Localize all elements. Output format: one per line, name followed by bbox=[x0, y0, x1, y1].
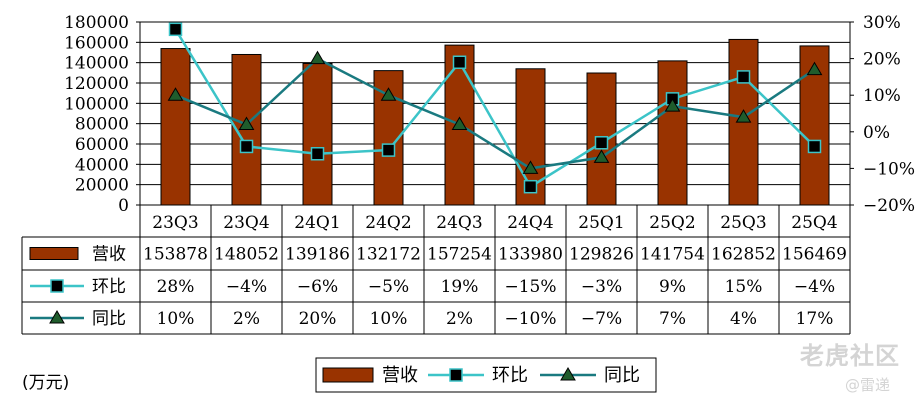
y-left-tick-label: 60000 bbox=[75, 135, 129, 155]
y-left-tick-label: 120000 bbox=[64, 74, 129, 94]
yoy-series-line bbox=[175, 57, 816, 170]
y-left-tick-label: 100000 bbox=[64, 94, 129, 114]
yoy-point-25Q4 bbox=[806, 61, 823, 76]
y-left-tick-label: 140000 bbox=[64, 54, 129, 74]
bar-revenue-23Q3 bbox=[160, 48, 191, 206]
yoy-point-25Q1 bbox=[593, 149, 610, 163]
table-cell: 10% bbox=[157, 309, 195, 329]
x-tick-label: 24Q3 bbox=[436, 213, 482, 233]
y-left-tick-label: 40000 bbox=[75, 155, 129, 175]
bar-revenue-25Q2 bbox=[657, 60, 688, 206]
table-cell: −7% bbox=[581, 309, 622, 329]
x-tick-label: 25Q2 bbox=[649, 213, 695, 233]
table-cell: 10% bbox=[370, 309, 408, 329]
table-cell: 17% bbox=[796, 309, 834, 329]
y-right-tick-label: −10% bbox=[863, 159, 915, 179]
table-label-revenue: 营收 bbox=[92, 245, 126, 265]
x-tick-label: 24Q4 bbox=[507, 213, 553, 233]
table-cell: 129826 bbox=[569, 245, 634, 265]
y-right-tick-label: 10% bbox=[863, 86, 901, 106]
legend-label-yoy: 同比 bbox=[604, 365, 640, 386]
table-cell: −10% bbox=[504, 309, 556, 329]
legend-key-revenue bbox=[322, 367, 374, 383]
table-key-yoy-marker bbox=[49, 310, 65, 324]
x-tick-label: 23Q4 bbox=[223, 213, 269, 233]
qoq-point-24Q1 bbox=[310, 147, 325, 161]
table-cell: −5% bbox=[368, 277, 409, 297]
legend-label-revenue: 营收 bbox=[382, 365, 418, 386]
yoy-point-25Q2 bbox=[664, 98, 681, 112]
yoy-point-24Q3 bbox=[451, 116, 468, 130]
table-cell: 141754 bbox=[640, 245, 705, 265]
table-cell: 20% bbox=[299, 309, 337, 329]
x-tick-label: 24Q1 bbox=[294, 213, 340, 233]
table-cell: 156469 bbox=[782, 245, 847, 265]
table-cell: 139186 bbox=[285, 245, 350, 265]
legend-key-yoy-marker bbox=[560, 367, 576, 381]
table-key-revenue bbox=[29, 247, 79, 260]
yoy-point-24Q4 bbox=[522, 160, 539, 174]
table-cell: 162852 bbox=[711, 245, 776, 265]
table-cell: 153878 bbox=[143, 245, 208, 265]
table-cell: 132172 bbox=[356, 245, 421, 265]
table-cell: 4% bbox=[730, 309, 757, 329]
qoq-point-25Q4 bbox=[807, 139, 822, 154]
table-cell: 148052 bbox=[214, 245, 279, 265]
y-right-tick-label: −20% bbox=[863, 196, 915, 216]
table-cell: 157254 bbox=[427, 245, 492, 265]
qoq-point-25Q1 bbox=[594, 136, 609, 150]
table-cell: 2% bbox=[446, 309, 473, 329]
table-cell: −4% bbox=[794, 277, 835, 297]
watermark-author: @雷递 bbox=[844, 376, 890, 394]
unit-label: (万元) bbox=[22, 373, 69, 393]
y-right-tick-label: 0% bbox=[863, 123, 890, 143]
qoq-point-24Q3 bbox=[452, 55, 467, 70]
y-left-tick-label: 20000 bbox=[75, 176, 129, 196]
table-cell: −6% bbox=[297, 277, 338, 297]
table-cell: 2% bbox=[233, 309, 260, 329]
table-cell: −15% bbox=[504, 277, 556, 297]
y-right-tick-label: 20% bbox=[863, 50, 901, 70]
yoy-point-23Q4 bbox=[238, 116, 255, 130]
table-label-yoy: 同比 bbox=[92, 309, 126, 329]
qoq-point-24Q4 bbox=[523, 179, 538, 194]
watermark-logo: 老虎社区 bbox=[800, 342, 900, 370]
yoy-point-25Q3 bbox=[735, 109, 752, 123]
qoq-point-25Q3 bbox=[736, 70, 751, 84]
table-cell: 28% bbox=[157, 277, 195, 297]
bar-revenue-24Q1 bbox=[302, 62, 333, 206]
yoy-point-24Q1 bbox=[309, 50, 326, 65]
x-tick-label: 23Q3 bbox=[152, 213, 198, 233]
y-left-tick-label: 80000 bbox=[75, 115, 129, 135]
x-tick-label: 25Q4 bbox=[791, 213, 837, 233]
table-cell: 15% bbox=[725, 277, 763, 297]
y-left-tick-label: 160000 bbox=[64, 33, 129, 53]
y-right-tick-label: 30% bbox=[863, 13, 901, 33]
table-label-qoq: 环比 bbox=[92, 277, 126, 297]
qoq-point-24Q2 bbox=[381, 143, 396, 157]
table-key-qoq-marker bbox=[50, 279, 64, 293]
table-cell: 7% bbox=[659, 309, 686, 329]
table-cell: 9% bbox=[659, 277, 686, 297]
qoq-point-23Q3 bbox=[168, 22, 183, 37]
y-left-tick-label: 0 bbox=[118, 196, 129, 216]
yoy-point-24Q2 bbox=[380, 87, 397, 101]
x-tick-label: 24Q2 bbox=[365, 213, 411, 233]
legend-label-qoq: 环比 bbox=[492, 365, 528, 386]
yoy-point-23Q3 bbox=[167, 87, 184, 101]
x-tick-label: 25Q1 bbox=[578, 213, 624, 233]
table-cell: −3% bbox=[581, 277, 622, 297]
table-cell: 133980 bbox=[498, 245, 563, 265]
table-cell: −4% bbox=[226, 277, 267, 297]
qoq-series-line bbox=[174, 28, 816, 189]
qoq-point-23Q4 bbox=[239, 139, 254, 154]
x-tick-label: 25Q3 bbox=[720, 213, 766, 233]
legend-key-qoq-marker bbox=[449, 368, 463, 382]
table-cell: 19% bbox=[441, 277, 479, 297]
y-left-tick-label: 180000 bbox=[64, 13, 129, 33]
